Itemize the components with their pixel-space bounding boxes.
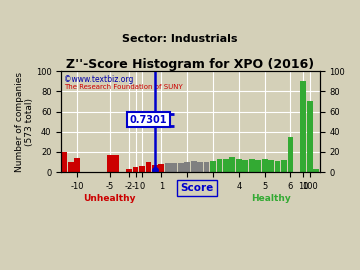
Bar [249, 159, 255, 172]
Text: ©www.textbiz.org: ©www.textbiz.org [64, 75, 133, 84]
Bar [145, 162, 151, 172]
Title: Z''-Score Histogram for XPO (2016): Z''-Score Histogram for XPO (2016) [66, 58, 314, 71]
Bar [255, 160, 261, 172]
Bar [268, 160, 274, 172]
Bar [158, 164, 164, 172]
Bar [229, 157, 235, 172]
Bar [288, 137, 293, 172]
Text: Unhealthy: Unhealthy [84, 194, 136, 203]
Bar [132, 167, 138, 172]
Text: Sector: Industrials: Sector: Industrials [122, 34, 238, 44]
Bar [107, 155, 113, 172]
Bar [275, 161, 280, 172]
Bar [223, 159, 229, 172]
Bar [210, 161, 216, 172]
Bar [165, 163, 171, 172]
Bar [217, 159, 222, 172]
Bar [178, 163, 184, 172]
Bar [307, 102, 313, 172]
Bar [281, 160, 287, 172]
Text: Score: Score [180, 183, 214, 193]
Text: The Research Foundation of SUNY: The Research Foundation of SUNY [64, 84, 183, 90]
Text: Healthy: Healthy [251, 194, 291, 203]
Bar [62, 152, 67, 172]
Text: 0.7301: 0.7301 [130, 115, 167, 125]
Bar [314, 169, 319, 172]
Bar [126, 169, 132, 172]
Bar [75, 158, 80, 172]
Bar [262, 159, 267, 172]
Y-axis label: Number of companies
(573 total): Number of companies (573 total) [15, 72, 35, 172]
Bar [68, 162, 74, 172]
Bar [184, 162, 190, 172]
Bar [139, 166, 145, 172]
Bar [204, 162, 210, 172]
Bar [236, 159, 242, 172]
Bar [152, 165, 158, 172]
Bar [301, 81, 306, 172]
Bar [197, 162, 203, 172]
Bar [113, 155, 119, 172]
Bar [191, 161, 197, 172]
Bar [171, 163, 177, 172]
Bar [242, 160, 248, 172]
